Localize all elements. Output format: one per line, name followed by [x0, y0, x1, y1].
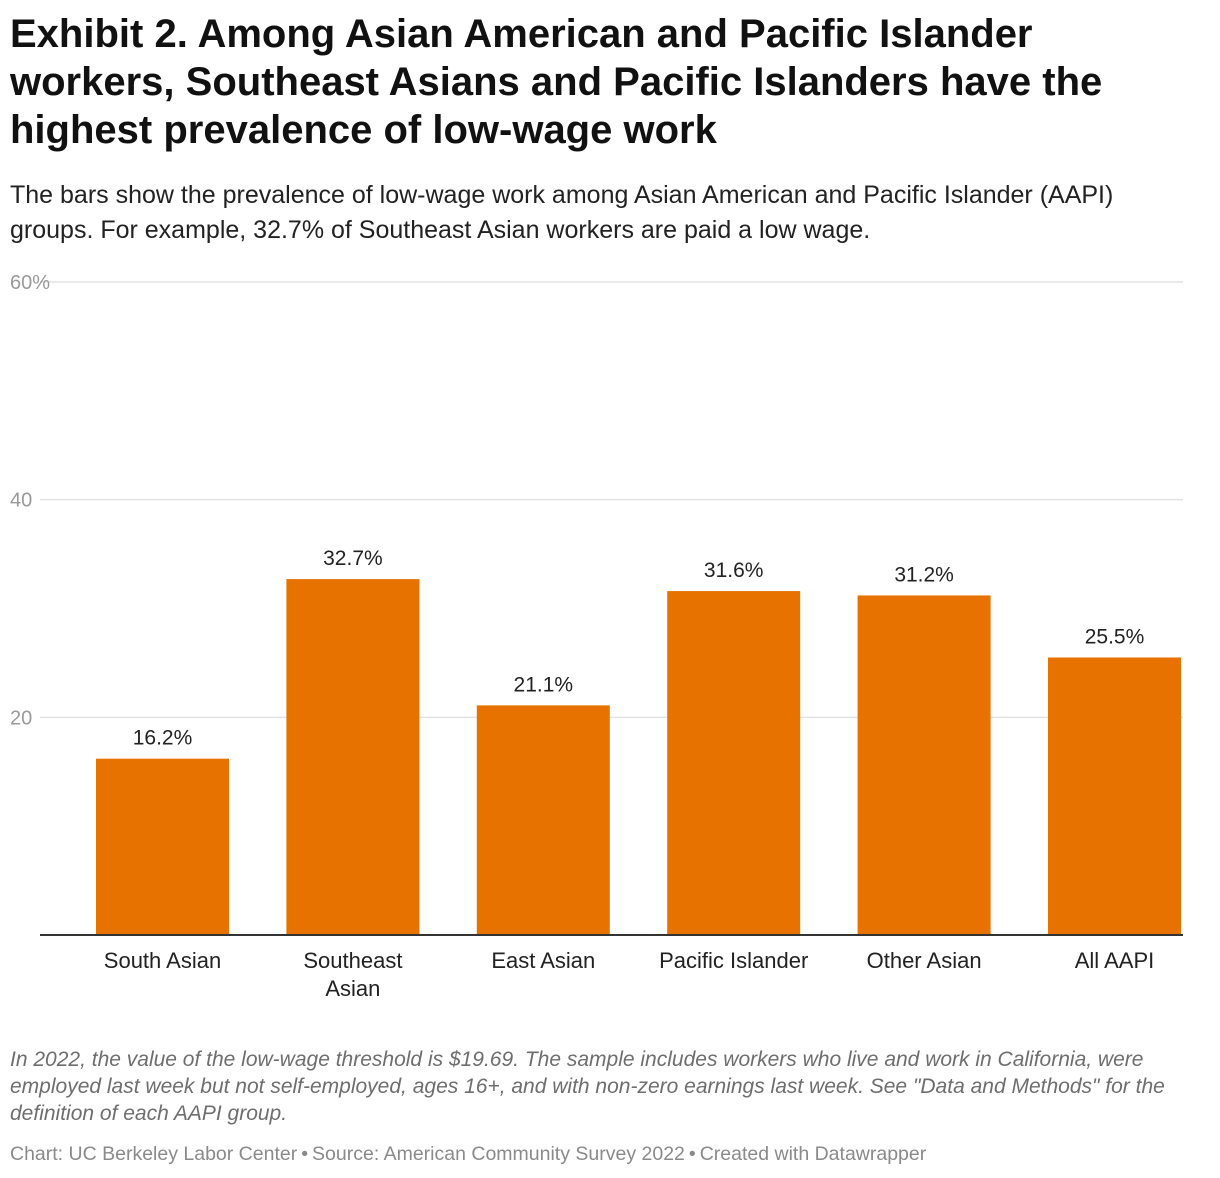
x-tick-label-line: Other Asian: [867, 948, 982, 973]
chart-byline: Chart: UC Berkeley Labor Center • Source: …: [10, 1141, 1200, 1167]
y-tick-label: 60%: [10, 272, 50, 294]
data-label: 16.2%: [133, 727, 193, 750]
data-label: 31.6%: [704, 559, 764, 582]
bar: [476, 705, 610, 935]
x-tick-label-line: Asian: [325, 976, 380, 1001]
y-tick-label: 20: [10, 707, 32, 729]
bar: [667, 591, 801, 935]
x-tick-label-line: All AAPI: [1075, 948, 1154, 973]
x-tick-label-line: Southeast: [303, 948, 402, 973]
data-label: 31.2%: [894, 563, 954, 586]
byline-created-with: Created with Datawrapper: [699, 1143, 927, 1165]
chart-subtitle: The bars show the prevalence of low-wage…: [10, 181, 1114, 244]
chart-title: Exhibit 2. Among Asian American and Paci…: [10, 12, 1103, 152]
byline-chart-credit: Chart: UC Berkeley Labor Center: [10, 1143, 298, 1165]
x-tick-label: Pacific Islander: [659, 948, 808, 973]
y-tick-label: 40: [10, 490, 32, 512]
x-tick-label: All AAPI: [1075, 948, 1154, 973]
x-tick-label: Other Asian: [867, 948, 982, 973]
bar-chart: 20 40 60% 16.2% South Asian 32.7% Southeast Asi…: [10, 272, 1183, 1001]
x-tick-label-line: East Asian: [491, 948, 595, 973]
x-tick-label-line: Pacific Islander: [659, 948, 808, 973]
data-label: 25.5%: [1085, 625, 1145, 648]
byline-separator: •: [301, 1143, 309, 1165]
bar: [286, 579, 420, 935]
bar: [857, 595, 991, 935]
bar: [96, 758, 229, 935]
x-tick-label-line: South Asian: [104, 948, 221, 973]
byline-separator: •: [688, 1143, 696, 1165]
x-tick-label: South Asian: [104, 948, 221, 973]
chart-notes: In 2022, the value of the low-wage thres…: [10, 1048, 1165, 1125]
data-label: 32.7%: [323, 547, 383, 570]
data-label: 21.1%: [514, 673, 574, 696]
byline-source: Source: American Community Survey 2022: [312, 1143, 685, 1165]
x-tick-label: East Asian: [491, 948, 595, 973]
x-tick-label: Southeast Asian: [303, 948, 402, 1001]
bar: [1048, 657, 1181, 935]
